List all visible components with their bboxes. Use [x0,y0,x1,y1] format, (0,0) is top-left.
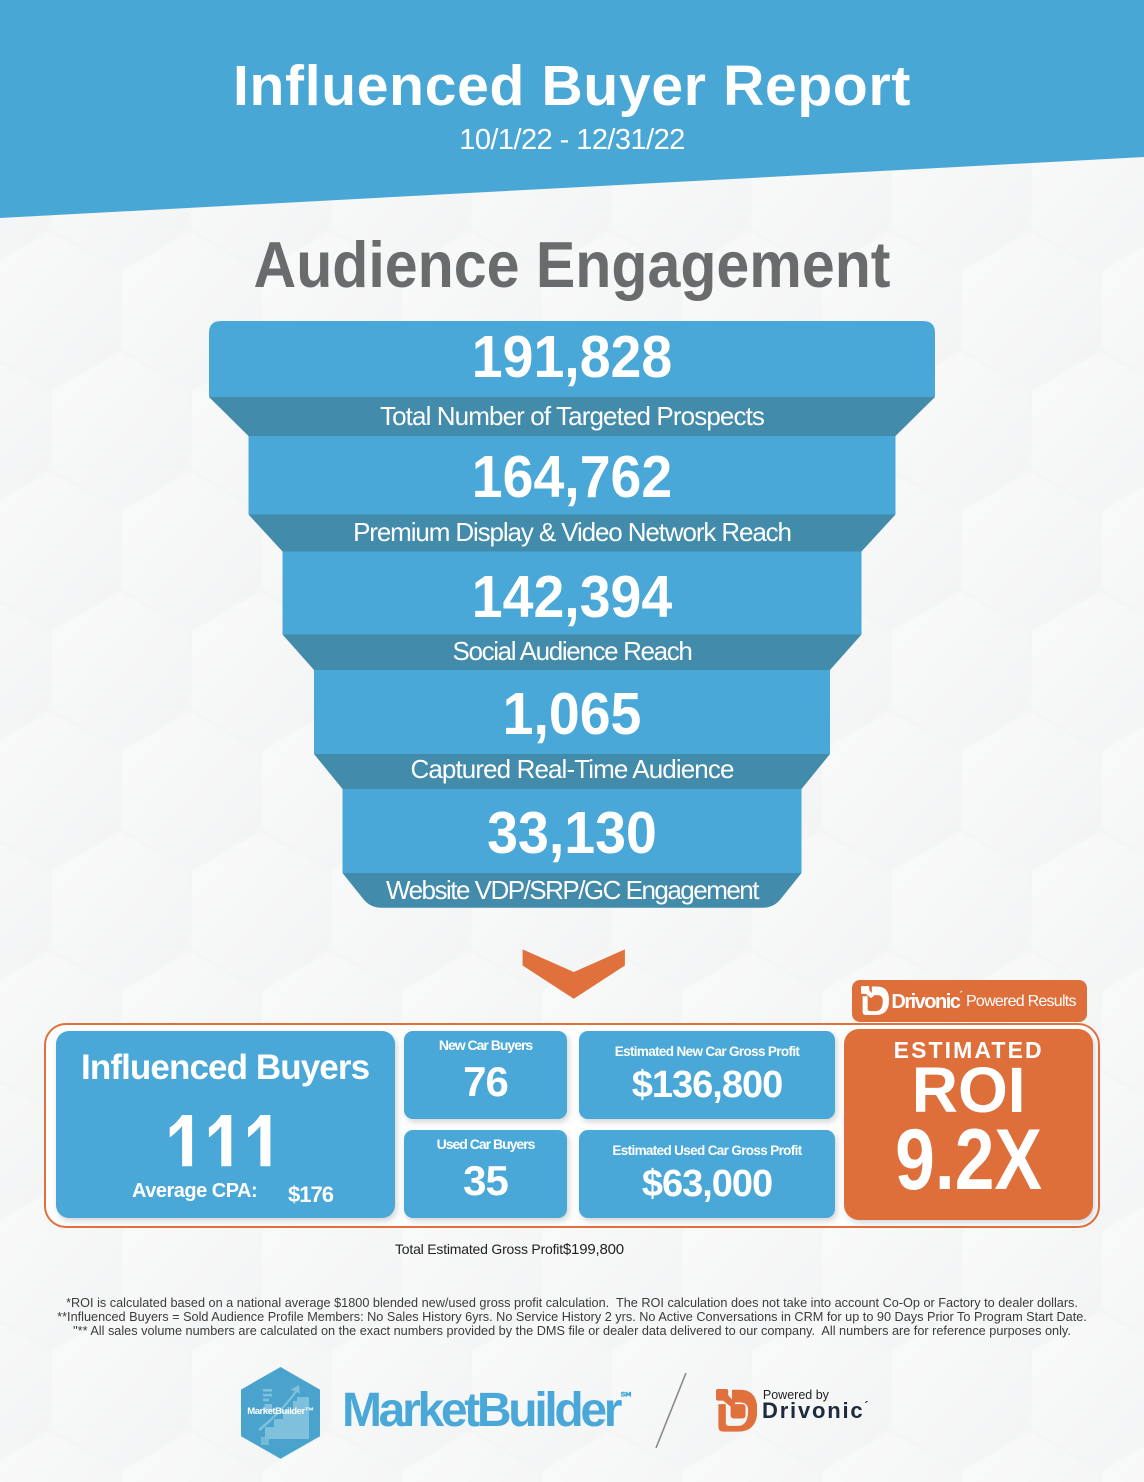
svg-text:MarketBuilder™: MarketBuilder™ [247,1406,314,1417]
